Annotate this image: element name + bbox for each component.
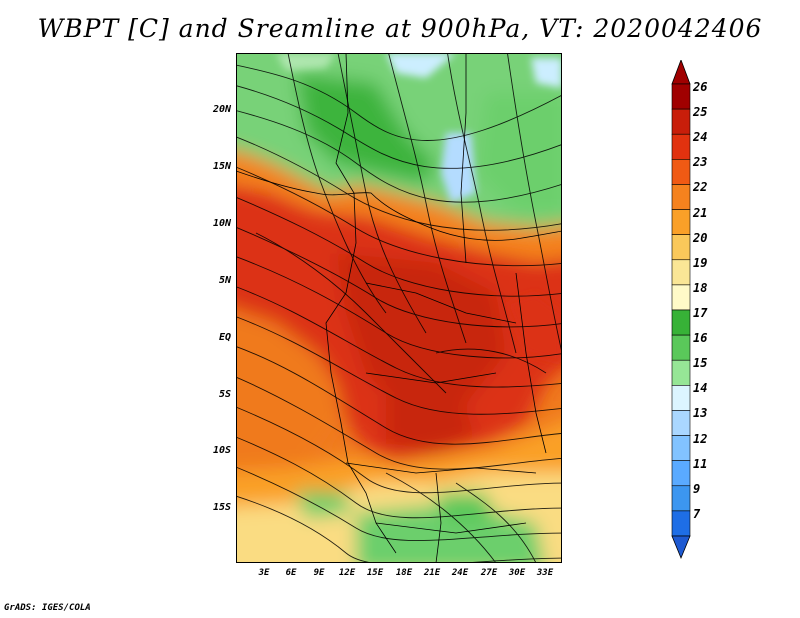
colorbar-label: 17 [693, 306, 708, 320]
map-panel [236, 53, 562, 563]
lon-label-18e: 18E [395, 568, 413, 578]
colorbar-label: 26 [693, 80, 708, 94]
lon-label-21e: 21E [423, 568, 441, 578]
footer-credit: GrADS: IGES/COLA [4, 603, 91, 613]
colorbar-label: 19 [693, 255, 708, 270]
colorbar-label: 13 [693, 406, 708, 421]
lat-label-20n: 20N [212, 104, 231, 115]
lon-label-6e: 6E [285, 568, 297, 578]
colorbar-bottom-arrow [671, 535, 691, 560]
colorbar-label: 11 [693, 456, 708, 471]
colorbar-swatch [671, 359, 691, 386]
lon-label-33e: 33E [536, 568, 554, 578]
wbpt-field [236, 53, 562, 563]
colorbar-label: 24 [693, 130, 708, 145]
lat-label-15s: 15S [212, 502, 231, 513]
lon-label-30e: 30E [508, 568, 526, 578]
colorbar [671, 60, 691, 560]
borders [236, 53, 562, 563]
lon-label-12e: 12E [338, 568, 356, 578]
lat-label-10s: 10S [212, 445, 231, 456]
lat-label-eq: EQ [218, 332, 231, 343]
lon-label-15e: 15E [366, 568, 384, 578]
colorbar-label: 15 [693, 356, 708, 371]
colorbar-label: 22 [693, 180, 708, 195]
colorbar-swatch [671, 510, 691, 537]
lon-label-24e: 24E [451, 568, 469, 578]
lon-label-9e: 9E [313, 568, 325, 578]
colorbar-swatch [671, 159, 691, 185]
colorbar-swatch [671, 309, 691, 336]
colorbar-label: 14 [693, 381, 708, 396]
colorbar-swatch [671, 259, 691, 286]
colorbar-label: 25 [693, 105, 708, 120]
colorbar-label: 20 [693, 230, 708, 245]
colorbar-label: 18 [693, 280, 708, 295]
colorbar-swatch [671, 108, 691, 135]
colorbar-swatch [671, 435, 691, 461]
chart-title: WBPT [C] and Sreamline at 900hPa, VT: 20… [37, 14, 763, 43]
colorbar-top-arrow [671, 60, 691, 85]
colorbar-label: 21 [693, 205, 708, 220]
lon-label-27e: 27E [480, 568, 498, 578]
lon-label-3e: 3E [258, 568, 270, 578]
lat-label-5n: 5N [218, 275, 231, 286]
colorbar-label: 9 [693, 481, 701, 496]
colorbar-label: 12 [693, 431, 708, 446]
colorbar-label: 16 [693, 331, 708, 346]
colorbar-swatch [671, 133, 691, 160]
colorbar-swatch [671, 460, 691, 487]
colorbar-swatch [671, 234, 691, 261]
colorbar-swatch [671, 385, 691, 411]
colorbar-swatch [671, 209, 691, 235]
lat-label-15n: 15N [212, 161, 231, 172]
colorbar-swatch [671, 410, 691, 436]
colorbar-swatch [671, 184, 691, 210]
colorbar-swatch [671, 485, 691, 512]
colorbar-swatch [671, 334, 691, 361]
lat-label-5s: 5S [218, 389, 231, 400]
colorbar-label: 23 [693, 155, 708, 170]
colorbar-label: 7 [693, 506, 701, 521]
colorbar-swatch [671, 83, 691, 110]
colorbar-swatch [671, 284, 691, 311]
lat-label-10n: 10N [212, 218, 231, 229]
